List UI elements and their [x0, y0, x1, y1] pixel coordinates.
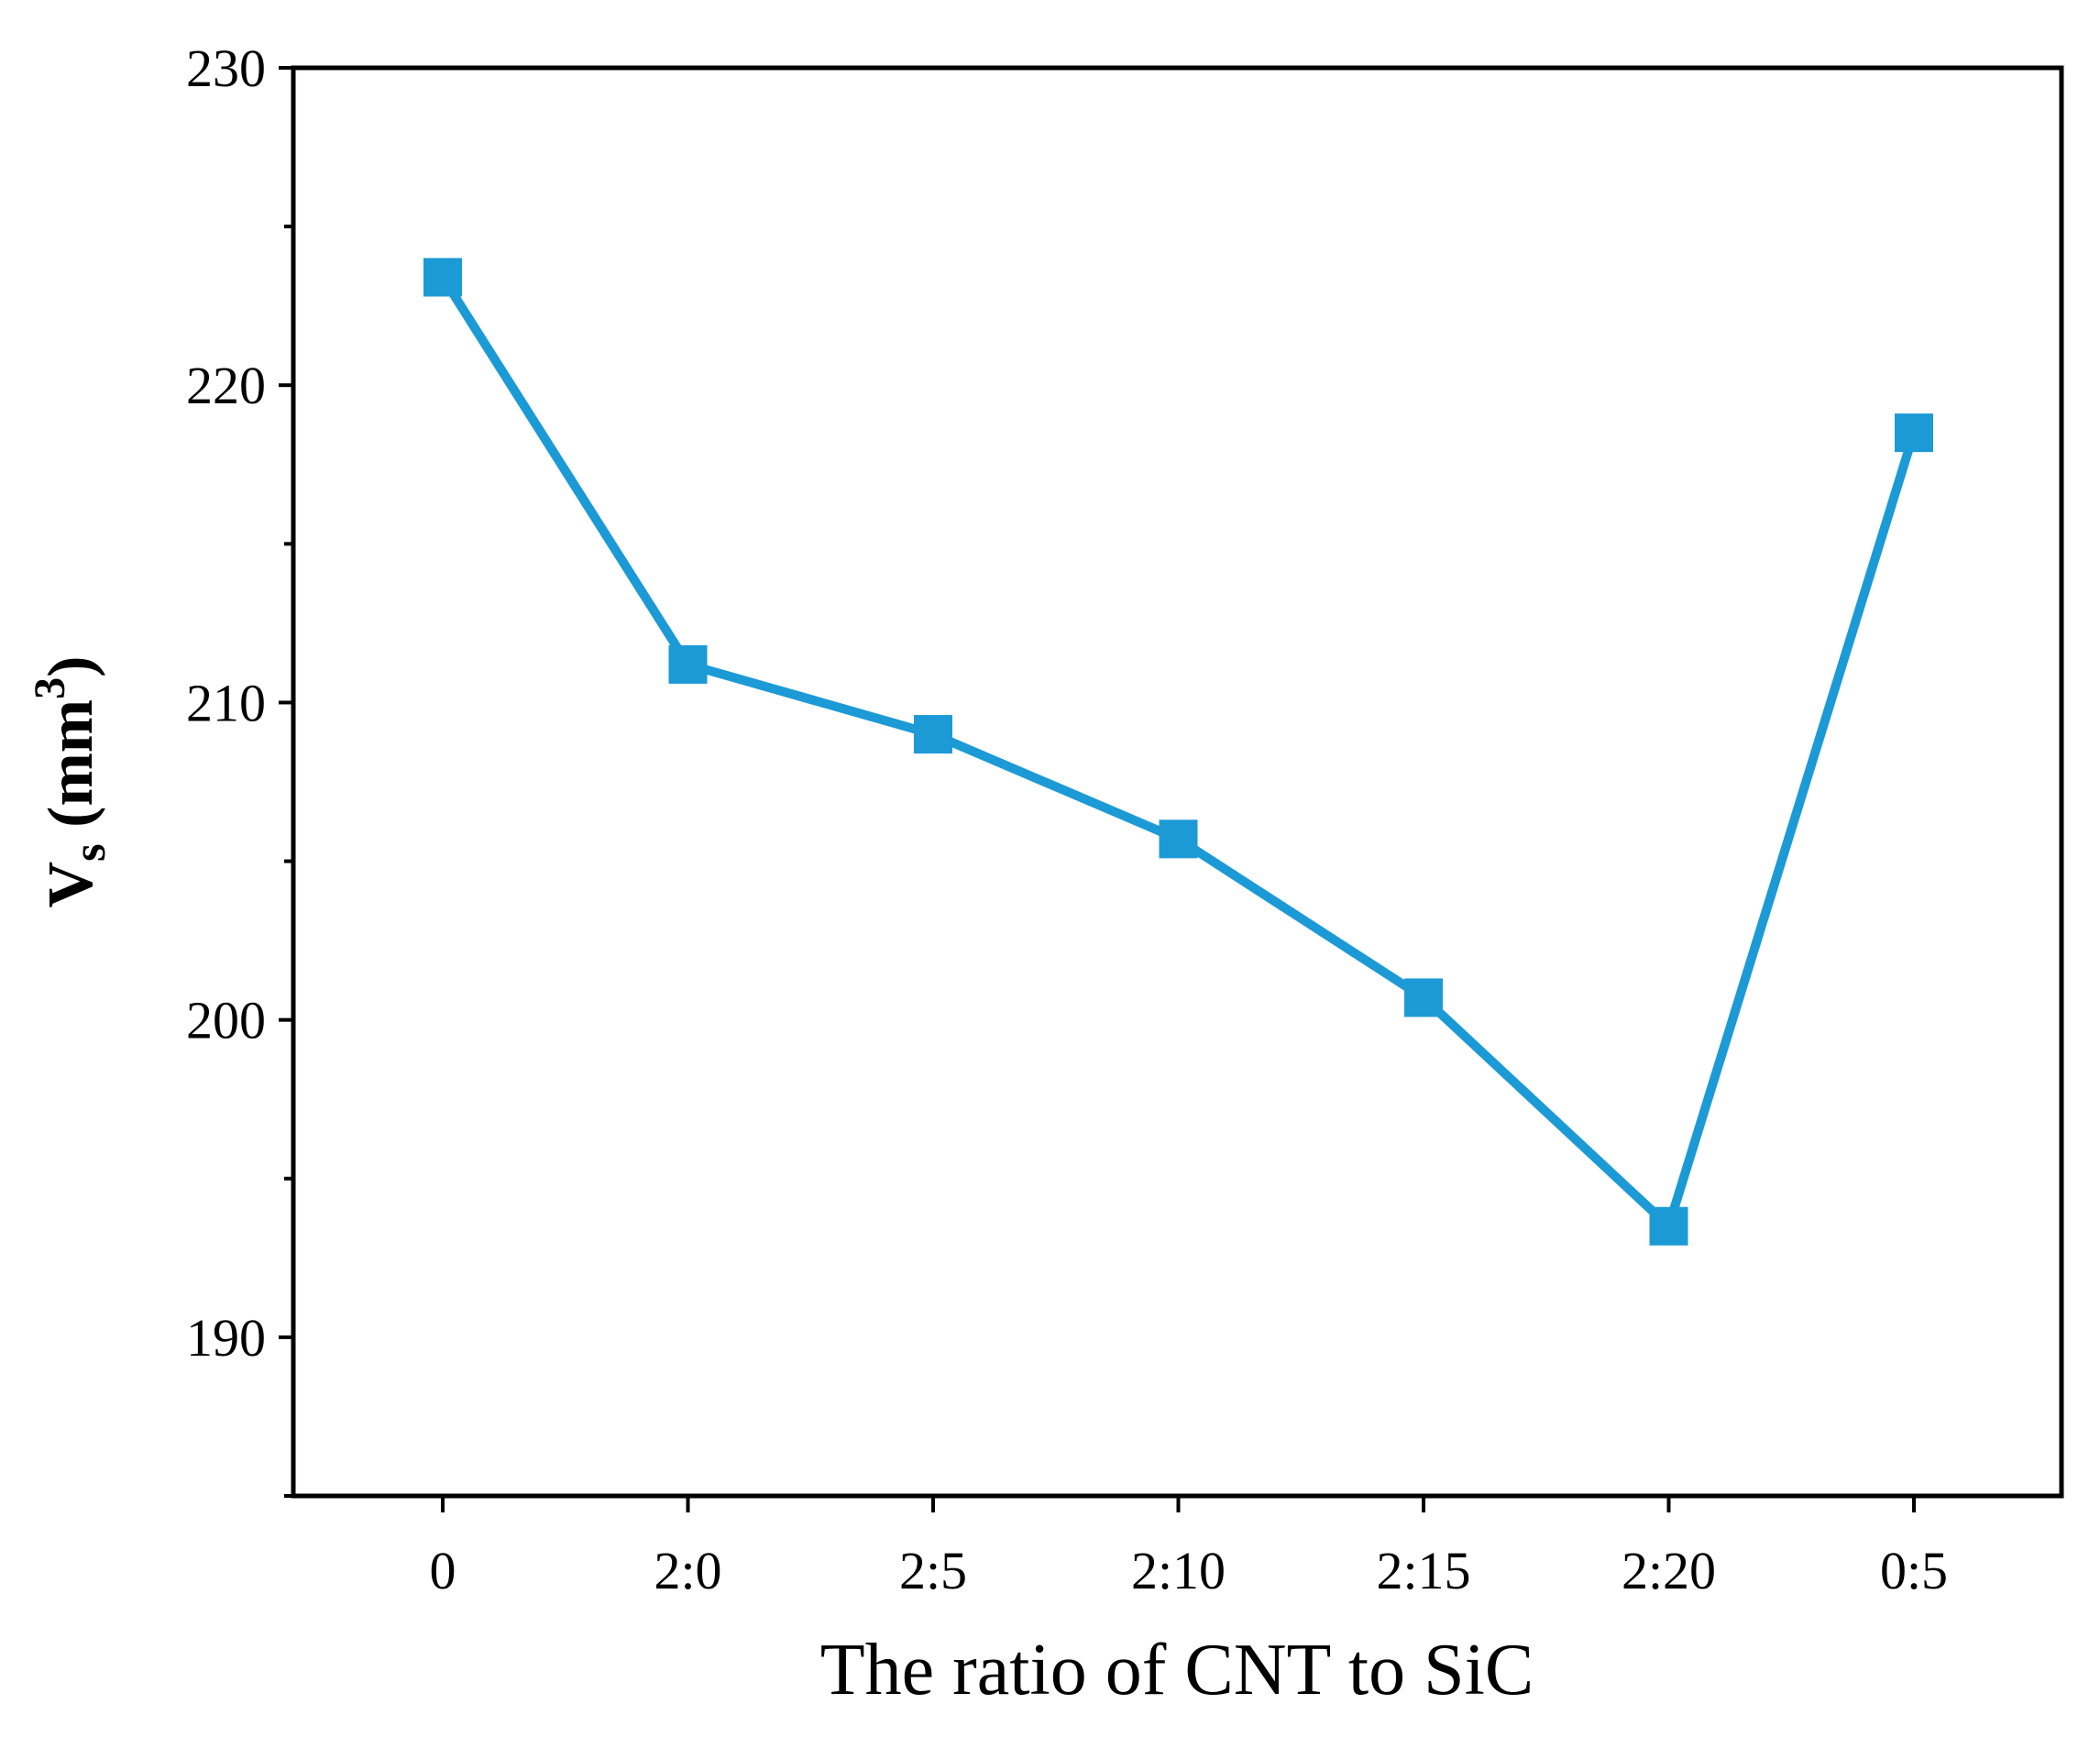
plot-frame	[291, 65, 2064, 1499]
y-tick-label: 200	[186, 991, 266, 1050]
y-axis-title-close: )	[36, 656, 106, 677]
data-point-marker	[1895, 413, 1933, 453]
x-tick-label: 2:20	[1622, 1541, 1716, 1600]
y-axis-title: Vs (mm3)	[26, 656, 115, 908]
x-tick-label: 2:10	[1131, 1541, 1226, 1600]
data-point-marker	[1159, 819, 1198, 859]
x-tick-label: 0	[430, 1541, 456, 1600]
y-tick-label: 190	[186, 1308, 266, 1368]
data-point-marker	[1404, 978, 1443, 1017]
x-tick-label: 2:15	[1376, 1541, 1470, 1600]
y-axis-title-sup: 3	[26, 677, 74, 699]
series-line	[438, 274, 1919, 1231]
x-axis-title: The ratio of CNT to SiC	[820, 1630, 1534, 1710]
x-tick-label: 2:5	[899, 1541, 967, 1600]
data-point-marker	[423, 258, 462, 297]
data-point-marker	[1649, 1206, 1688, 1246]
y-axis-title-sub: s	[63, 843, 115, 861]
y-tick-label: 210	[186, 673, 266, 732]
x-tick-label: 0:5	[1880, 1541, 1948, 1600]
data-point-marker	[668, 644, 708, 684]
y-axis-ticks: 190 200 210 220 230	[186, 38, 293, 1498]
y-axis-title-unit: (mm	[36, 699, 106, 843]
x-tick-label: 2:0	[654, 1541, 721, 1600]
x-axis-ticks: 0 2:0 2:5 2:10 2:15 2:20 0:5	[430, 1496, 1948, 1600]
y-tick-label: 220	[186, 356, 266, 415]
y-axis-title-main: V	[36, 862, 106, 908]
data-point-marker	[914, 715, 952, 754]
data-series	[423, 258, 1933, 1246]
y-tick-label: 230	[186, 38, 266, 98]
